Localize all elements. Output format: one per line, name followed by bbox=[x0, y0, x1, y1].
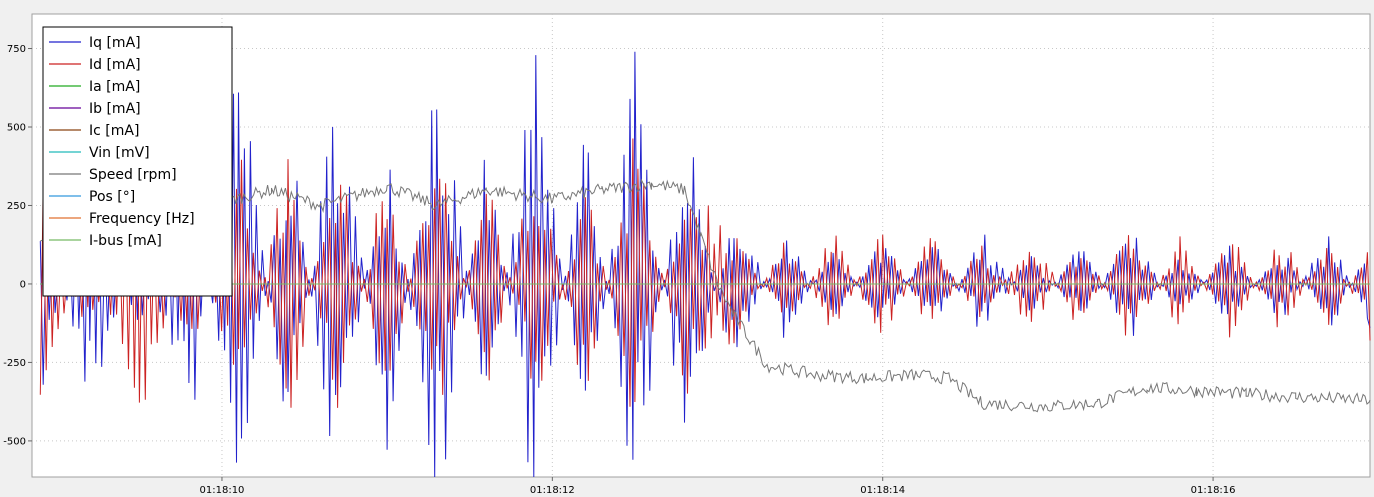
legend-entry: Vin [mV] bbox=[89, 145, 150, 161]
legend-entry: I-bus [mA] bbox=[89, 233, 162, 249]
y-tick-label: -500 bbox=[3, 436, 26, 447]
series-lines bbox=[39, 51, 1371, 478]
legend-entry: Iq [mA] bbox=[89, 35, 141, 51]
y-axis: 750 500 250 0 -250 -500 bbox=[3, 44, 32, 447]
plot-area bbox=[31, 13, 1371, 478]
legend: Iq [mA] Id [mA] Ia [mA] Ib [mA] Ic [mA] Vin [… bbox=[42, 26, 233, 297]
series-line-1 bbox=[39, 138, 1371, 408]
legend-entry: Ib [mA] bbox=[89, 101, 141, 117]
y-tick-label: 0 bbox=[20, 279, 26, 290]
x-tick-label: 01:18:16 bbox=[1191, 485, 1236, 496]
legend-entry: Id [mA] bbox=[89, 57, 141, 73]
y-tick-label: 250 bbox=[7, 201, 26, 212]
x-axis: 01:18:10 01:18:12 01:18:14 01:18:16 bbox=[200, 477, 1236, 496]
legend-entry: Pos [°] bbox=[89, 189, 135, 205]
y-tick-label: 500 bbox=[7, 123, 26, 134]
legend-entry: Ic [mA] bbox=[89, 123, 139, 139]
y-tick-label: -250 bbox=[3, 358, 26, 369]
series-line-6 bbox=[40, 178, 1371, 413]
legend-entry: Ia [mA] bbox=[89, 79, 140, 95]
legend-entry: Frequency [Hz] bbox=[89, 211, 195, 227]
legend-box bbox=[42, 26, 233, 297]
x-tick-label: 01:18:12 bbox=[530, 485, 575, 496]
y-tick-label: 750 bbox=[7, 44, 26, 55]
legend-entry: Speed [rpm] bbox=[89, 167, 177, 183]
x-tick-label: 01:18:10 bbox=[200, 485, 245, 496]
x-tick-label: 01:18:14 bbox=[860, 485, 905, 496]
